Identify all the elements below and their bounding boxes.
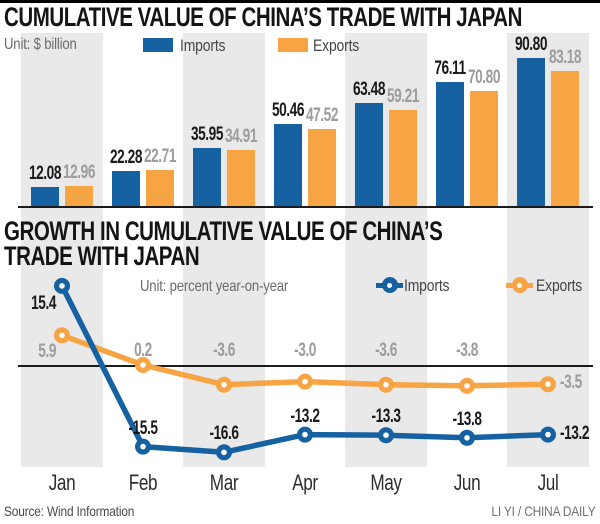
- month-label-jul: Jul: [537, 470, 559, 495]
- bar-value-label-exports-jul: 83.18: [548, 46, 582, 68]
- point-center-dot: [59, 283, 65, 289]
- month-label-may: May: [370, 470, 402, 495]
- point-center-dot: [221, 381, 227, 388]
- month-label-feb: Feb: [128, 470, 158, 495]
- month-label-mar: Mar: [209, 470, 239, 495]
- bar-value-label-exports-jan: 12.96: [62, 161, 96, 183]
- imports-legend-label: Imports: [180, 36, 226, 55]
- bar-value-label-imports-apr: 50.46: [271, 100, 305, 122]
- bar-chart-unit-label: Unit: $ billion: [4, 36, 77, 53]
- point-center-dot: [464, 383, 470, 389]
- imports-swatch-icon: [143, 38, 173, 52]
- bar-value-label-imports-mar: 35.95: [190, 124, 224, 145]
- bar-value-label-imports-jan: 12.08: [28, 163, 62, 185]
- line-chart-unit-label: Unit: percent year-on-year: [140, 278, 289, 295]
- bar-imports-apr: [274, 124, 302, 207]
- bar-exports-mar: [227, 149, 255, 207]
- exports-legend-label: Exports: [313, 36, 360, 55]
- month-label-apr: Apr: [292, 470, 318, 495]
- bar-value-label-exports-apr: 47.52: [305, 105, 339, 127]
- point-center-dot: [221, 449, 227, 456]
- point-center-dot: [545, 431, 551, 438]
- top-border: [0, 0, 600, 3]
- bar-value-label-exports-feb: 22.71: [143, 145, 177, 167]
- point-center-dot: [140, 362, 146, 368]
- bar-chart-axis-line: [18, 206, 593, 208]
- bar-exports-apr: [308, 129, 336, 207]
- month-label-jan: Jan: [48, 470, 76, 495]
- exports-line-marker-icon: [506, 277, 533, 293]
- bar-imports-jul: [517, 58, 545, 207]
- background-stripe: [183, 33, 265, 467]
- bar-value-label-exports-mar: 34.91: [224, 125, 258, 147]
- bar-imports-jun: [436, 82, 464, 207]
- source-label: Source: Wind Information: [4, 503, 135, 519]
- exports-swatch-icon: [278, 38, 308, 52]
- month-label-jun: Jun: [453, 470, 481, 495]
- bar-exports-may: [389, 109, 417, 207]
- bar-imports-jan: [31, 187, 59, 207]
- credit-label: LI YI / CHINA DAILY: [491, 503, 596, 519]
- bar-value-label-exports-may: 59.21: [386, 85, 420, 107]
- point-center-dot: [383, 381, 389, 388]
- bar-imports-mar: [193, 148, 221, 207]
- line-chart-title: GROWTH IN CUMULATIVE VALUE OF CHINA’S TR…: [4, 216, 443, 271]
- point-center-dot: [464, 435, 470, 441]
- bar-value-label-imports-feb: 22.28: [109, 146, 143, 168]
- bar-exports-feb: [146, 169, 174, 207]
- background-stripe: [21, 33, 103, 467]
- bar-value-label-imports-jun: 76.11: [434, 58, 466, 80]
- bar-exports-jul: [551, 70, 579, 207]
- bar-exports-jun: [470, 90, 498, 207]
- point-center-dot: [302, 431, 308, 438]
- bar-chart-title: CUMULATIVE VALUE OF CHINA’S TRADE WITH J…: [4, 2, 523, 32]
- point-center-dot: [140, 443, 146, 450]
- bar-value-label-exports-jun: 70.80: [467, 66, 501, 88]
- bar-value-label-imports-jul: 90.80: [514, 34, 548, 56]
- imports-line-marker-icon: [376, 277, 403, 293]
- bar-value-label-imports-may: 63.48: [352, 78, 386, 100]
- bar-exports-jan: [65, 185, 93, 207]
- line-chart: [18, 277, 593, 461]
- point-center-dot: [545, 381, 551, 387]
- point-center-dot: [59, 332, 65, 339]
- imports-line-legend-label: Imports: [404, 276, 450, 295]
- point-center-dot: [383, 432, 389, 438]
- bar-imports-may: [355, 102, 383, 207]
- exports-line-legend-label: Exports: [536, 276, 583, 295]
- footer: Source: Wind Information LI YI / CHINA D…: [4, 503, 596, 521]
- bar-imports-feb: [112, 170, 140, 207]
- point-center-dot: [302, 378, 308, 385]
